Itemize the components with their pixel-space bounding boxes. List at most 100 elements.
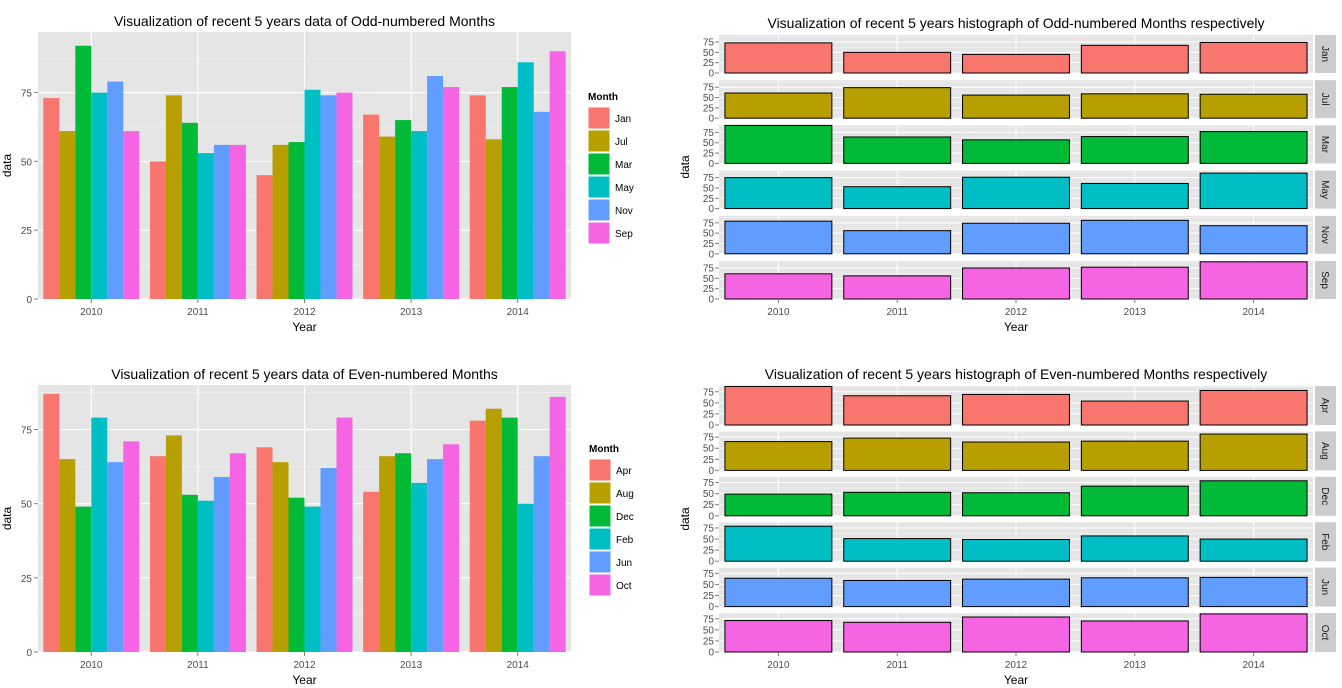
y-tick-label: 25 [703,636,715,647]
bar-sep-2013 [443,87,459,299]
y-tick-label: 75 [703,218,715,229]
bar-feb-2011 [198,501,214,652]
bar-jul-2014 [1200,94,1307,118]
x-tick-label: 2012 [1005,660,1028,671]
y-tick-label: 50 [703,625,715,636]
bar-feb-2010 [91,418,107,652]
legend-key-oct [589,574,611,596]
facet-strip-label: Oct [1319,625,1330,641]
y-tick-label: 0 [708,249,714,260]
y-tick-label: 75 [703,523,715,534]
y-tick-label: 75 [703,569,715,580]
facet-strip-label: Dec [1319,487,1330,505]
y-tick-label: 50 [703,229,715,240]
bar-jan-2010 [43,98,59,299]
bar-apr-2011 [844,396,951,425]
bar-jun-2012 [963,579,1070,606]
bar-sep-2014 [1200,262,1307,299]
bar-may-2013 [411,131,427,299]
x-tick-label: 2012 [293,307,316,318]
faceted-bar-chart-3: 0255075Apr0255075Aug0255075Dec0255075Feb… [678,366,1336,687]
bar-mar-2012 [289,142,305,299]
faceted-bar-chart-1: 0255075Jan0255075Jul0255075Mar0255075May… [678,15,1336,334]
bar-aug-2014 [1200,434,1307,470]
grouped-bar-chart-0: 0 25 50 75 2010 2011 2012 2013 2014 Visualization… [0,13,634,334]
bar-dec-2011 [844,492,951,515]
y-axis-title: data [678,155,692,179]
facet-jul: 0255075Jul [703,80,1336,125]
legend-label: Sep [615,229,633,240]
bar-mar-2013 [1081,137,1188,164]
bar-jan-2011 [844,52,951,73]
bar-may-2011 [844,187,951,209]
y-tick-label: 25 [703,194,715,205]
y-tick-label: 50 [21,157,33,168]
y-tick-label: 0 [708,466,714,477]
legend-label: Nov [615,206,633,217]
x-tick-label: 2011 [886,660,908,671]
x-tick-label: 2014 [507,660,530,671]
bar-mar-2012 [963,140,1070,164]
legend-label: May [615,183,634,194]
y-tick-label: 0 [26,295,32,306]
chart-title: Visualization of recent 5 years histogra… [765,366,1267,382]
x-axis-title: Year [1004,320,1028,334]
bar-sep-2011 [844,276,951,299]
bar-jan-2011 [150,161,166,299]
x-tick-label: 2013 [1124,660,1147,671]
bar-aug-2010 [725,442,832,471]
legend-key-mar [588,153,610,175]
x-tick-label: 2014 [1242,307,1265,318]
bar-jun-2011 [214,477,230,652]
x-tick-label: 2014 [507,307,530,318]
y-tick-label: 50 [703,183,715,194]
y-tick-label: 75 [21,426,33,437]
bar-may-2013 [1081,183,1188,208]
legend-title: Month [589,444,619,455]
bar-dec-2010 [725,494,832,516]
y-tick-label: 25 [703,500,715,511]
x-tick-label: 2012 [293,660,316,671]
y-tick-label: 0 [708,511,714,522]
facet-strip-label: Mar [1319,136,1330,154]
bar-sep-2010 [123,131,139,299]
bar-nov-2012 [320,95,336,299]
legend-title: Month [588,92,618,103]
legend-key-apr [589,459,611,481]
y-tick-label: 50 [703,444,715,455]
bar-jul-2013 [379,137,395,299]
legend-label: Jan [615,114,631,125]
bar-sep-2014 [550,51,566,299]
legend-label: Feb [616,535,634,546]
legend-key-sep [588,222,610,244]
bar-jul-2010 [59,131,75,299]
legend-label: Dec [616,512,634,523]
bar-aug-2010 [59,459,75,652]
y-tick-label: 0 [708,557,714,568]
y-tick-label: 50 [703,93,715,104]
bar-jul-2011 [166,95,182,299]
bar-jul-2012 [273,145,289,299]
x-tick-label: 2011 [187,307,209,318]
y-tick-label: 75 [703,478,715,489]
bar-apr-2014 [470,421,486,652]
bar-dec-2011 [182,495,198,652]
bar-sep-2012 [336,93,352,299]
bar-apr-2012 [963,394,1070,425]
bar-mar-2011 [182,123,198,299]
facet-oct: 0255075 Oct [703,613,1336,659]
bar-jan-2012 [963,54,1070,73]
y-tick-label: 75 [703,614,715,625]
bar-oct-2013 [443,444,459,652]
y-tick-label: 0 [708,648,714,659]
bar-mar-2013 [395,120,411,299]
x-tick-label: 2013 [400,660,423,671]
facet-aug: 0255075Aug [703,431,1336,477]
bar-dec-2014 [1200,481,1307,516]
facet-mar: 0255075Mar [703,125,1336,169]
bar-jan-2010 [725,43,832,73]
